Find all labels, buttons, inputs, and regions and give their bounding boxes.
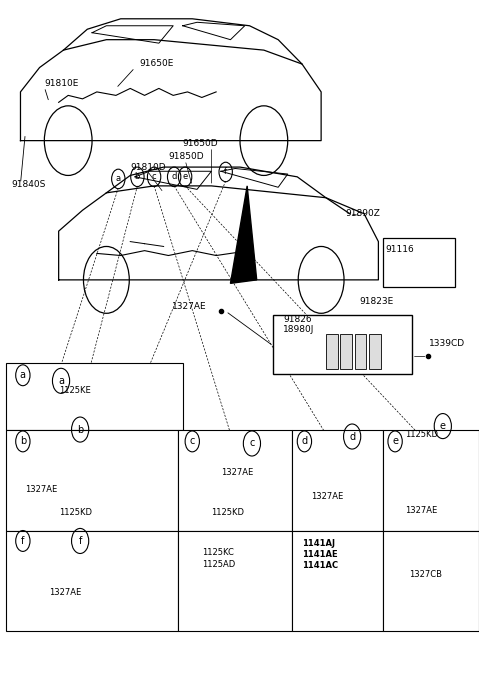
Text: d: d xyxy=(171,173,177,181)
Text: 1125KD: 1125KD xyxy=(211,508,244,517)
Bar xyxy=(6,430,178,531)
Bar xyxy=(369,334,381,369)
Text: d: d xyxy=(301,436,308,447)
Text: e: e xyxy=(440,421,446,431)
Text: a: a xyxy=(20,370,26,380)
Text: 91810E: 91810E xyxy=(44,78,79,87)
Bar xyxy=(178,430,292,531)
Text: b: b xyxy=(77,424,83,435)
Text: 91810D: 91810D xyxy=(130,163,166,172)
Text: b: b xyxy=(135,173,140,181)
Bar xyxy=(178,531,292,631)
Text: b: b xyxy=(20,436,26,447)
Text: 1339CD: 1339CD xyxy=(429,339,465,348)
Bar xyxy=(292,430,383,531)
Text: 91826: 91826 xyxy=(283,315,312,324)
Polygon shape xyxy=(230,186,257,283)
Text: 1125KD: 1125KD xyxy=(405,429,438,438)
Text: f: f xyxy=(78,536,82,546)
Text: 1327AE: 1327AE xyxy=(221,468,253,477)
Text: 1125KD: 1125KD xyxy=(59,508,92,517)
Text: 1141AE: 1141AE xyxy=(302,550,337,559)
Text: 91840S: 91840S xyxy=(11,180,45,189)
Text: 1327AE: 1327AE xyxy=(172,302,206,311)
Text: 91650E: 91650E xyxy=(140,59,174,68)
Text: e: e xyxy=(182,173,188,181)
Bar xyxy=(383,238,455,287)
Text: 91823E: 91823E xyxy=(360,297,394,306)
Text: a: a xyxy=(58,376,64,386)
Text: 18980J: 18980J xyxy=(283,325,314,334)
Text: 1141AJ: 1141AJ xyxy=(302,539,335,548)
Bar xyxy=(274,315,412,374)
Bar xyxy=(326,334,338,369)
Bar xyxy=(383,531,479,631)
Text: 91116: 91116 xyxy=(385,245,414,254)
Text: a: a xyxy=(116,175,121,183)
Bar xyxy=(340,334,352,369)
Text: c: c xyxy=(190,436,195,447)
Text: f: f xyxy=(224,168,227,176)
Bar xyxy=(383,430,479,531)
Text: 91890Z: 91890Z xyxy=(345,209,380,218)
Text: d: d xyxy=(349,431,355,442)
Bar xyxy=(355,334,366,369)
Text: 1125AD: 1125AD xyxy=(202,560,235,569)
Text: c: c xyxy=(152,173,156,181)
Text: 1327AE: 1327AE xyxy=(25,485,58,494)
Bar xyxy=(6,531,178,631)
Text: 1327AE: 1327AE xyxy=(49,588,82,596)
Text: 1327AE: 1327AE xyxy=(405,506,437,515)
Text: c: c xyxy=(249,438,254,449)
Text: e: e xyxy=(392,436,398,447)
Text: f: f xyxy=(21,536,24,546)
Text: 1125KE: 1125KE xyxy=(59,386,90,395)
Text: 1327AE: 1327AE xyxy=(312,492,344,501)
Bar xyxy=(292,531,383,631)
Bar xyxy=(6,363,183,430)
Text: 1125KC: 1125KC xyxy=(202,548,234,557)
Text: 1327CB: 1327CB xyxy=(409,570,443,579)
Text: 1141AC: 1141AC xyxy=(302,561,338,570)
Text: 91650D: 91650D xyxy=(183,139,218,148)
Text: 91850D: 91850D xyxy=(168,152,204,161)
